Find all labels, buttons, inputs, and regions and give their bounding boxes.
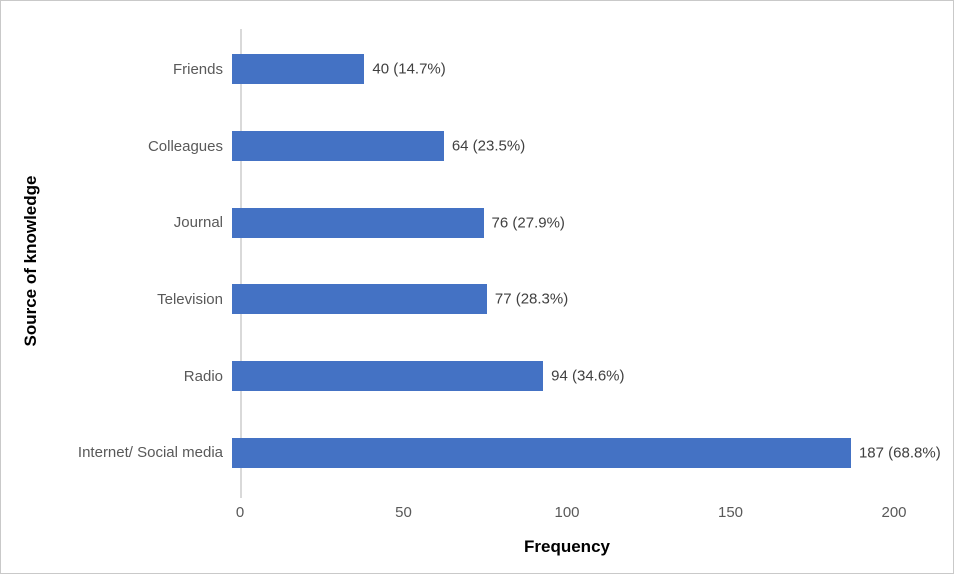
data-label: 94 (34.6%) bbox=[551, 367, 625, 385]
bar bbox=[232, 207, 484, 238]
chart-row: Radio 94 (34.6%) bbox=[1, 338, 894, 415]
x-tick-label: 150 bbox=[717, 504, 744, 521]
x-axis-ticks: 0 50 100 150 200 bbox=[236, 504, 907, 524]
chart-row: Friends 40 (14.7%) bbox=[1, 31, 894, 108]
x-axis-title: Frequency bbox=[524, 537, 610, 556]
bar-cell: 77 (28.3%) bbox=[232, 261, 894, 338]
bar-cell: 76 (27.9%) bbox=[232, 184, 894, 261]
bar-cell: 187 (68.8%) bbox=[232, 414, 941, 491]
x-tick-label: 200 bbox=[881, 504, 907, 521]
bar bbox=[232, 284, 487, 315]
category-label: Journal bbox=[173, 214, 223, 232]
bar bbox=[232, 437, 851, 468]
chart-row: Colleagues 64 (23.5%) bbox=[1, 108, 894, 185]
data-label: 40 (14.7%) bbox=[372, 60, 446, 78]
category-label: Television bbox=[157, 290, 223, 308]
category-label: Internet/ Social media bbox=[77, 444, 223, 462]
chart-row: Television 77 (28.3%) bbox=[1, 261, 894, 338]
bar-cell: 64 (23.5%) bbox=[232, 108, 894, 185]
x-tick-label: 0 bbox=[235, 504, 245, 521]
bar bbox=[232, 54, 365, 85]
bar bbox=[232, 361, 544, 392]
bar bbox=[232, 131, 444, 161]
x-tick-label: 50 bbox=[395, 504, 412, 521]
data-label: 77 (28.3%) bbox=[494, 290, 569, 308]
category-label: Radio bbox=[183, 367, 223, 385]
bar-cell: 40 (14.7%) bbox=[232, 31, 894, 108]
category-label: Friends bbox=[172, 60, 223, 78]
x-tick-label: 100 bbox=[554, 504, 580, 521]
y-axis-line bbox=[240, 29, 242, 498]
data-label: 187 (68.8%) bbox=[858, 444, 941, 462]
data-label: 64 (23.5%) bbox=[451, 137, 526, 155]
data-label: 76 (27.9%) bbox=[491, 214, 565, 232]
chart-row: Internet/ Social media 187 (68.8%) bbox=[1, 414, 941, 491]
category-label: Colleagues bbox=[147, 137, 223, 155]
plot-area: Friends 40 (14.7%) Colleagues 64 (23.5%) Jou… bbox=[1, 31, 941, 491]
bar-cell: 94 (34.6%) bbox=[232, 338, 894, 415]
chart-row: Journal 76 (27.9%) bbox=[1, 184, 894, 261]
